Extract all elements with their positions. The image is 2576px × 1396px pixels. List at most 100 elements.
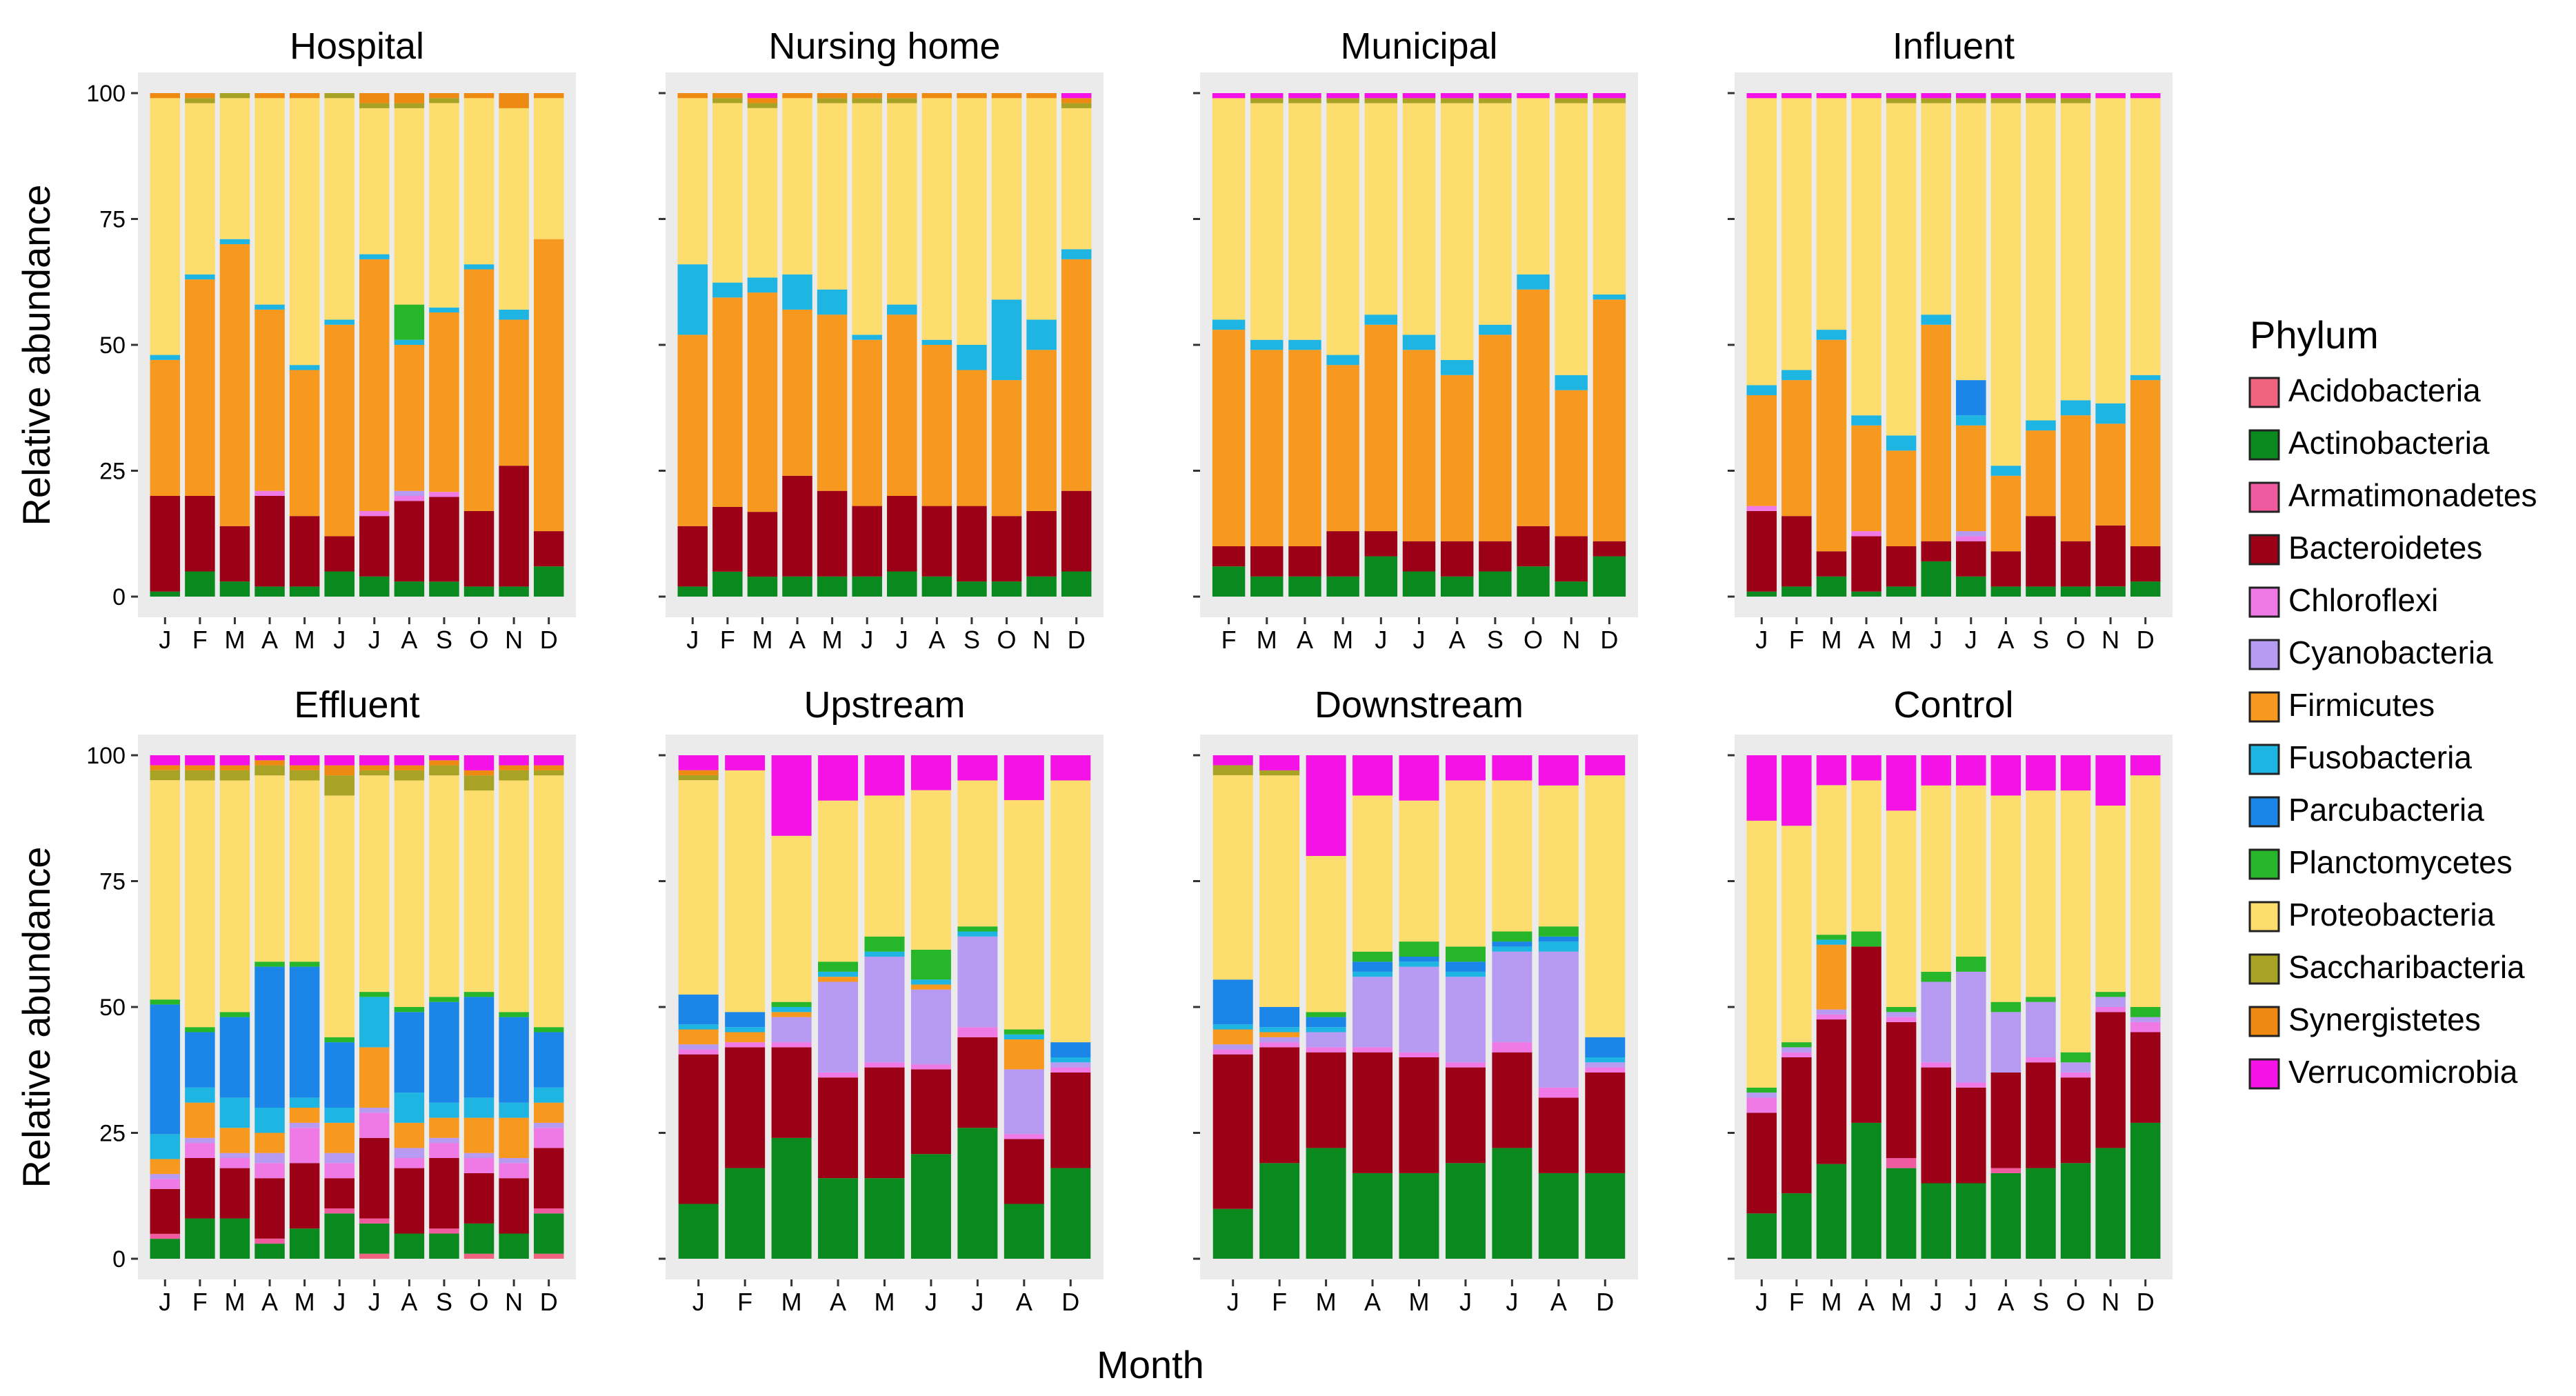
bar-segment-cyanobacteria xyxy=(1004,1069,1044,1135)
bar-segment-bacteroidetes xyxy=(1990,1072,2021,1168)
bar-segment-verrucomicrobia xyxy=(2095,755,2126,806)
bar-segment-saccharibacteria xyxy=(1956,98,1986,103)
bar-segment-actinobacteria xyxy=(2130,581,2161,597)
bar-segment-proteobacteria xyxy=(1050,780,1091,1043)
bar-segment-firmicutes xyxy=(533,1102,564,1123)
bar-segment-actinobacteria xyxy=(254,586,285,597)
bar-segment-actinobacteria xyxy=(921,576,952,597)
y-axis-label-top: Relative abundance xyxy=(14,184,58,526)
bar-segment-synergistetes xyxy=(463,770,495,776)
bar-segment-bacteroidetes xyxy=(887,496,917,572)
bar-segment-verrucomicrobia xyxy=(2060,755,2091,791)
x-tick-label: O xyxy=(2066,1288,2086,1316)
bar-segment-cyanobacteria xyxy=(2060,1062,2091,1073)
x-tick-label: N xyxy=(505,626,523,654)
bar-segment-cyanobacteria xyxy=(533,1122,564,1128)
bar-segment-proteobacteria xyxy=(1816,785,1847,935)
bar-segment-planctomycetes xyxy=(1399,941,1439,957)
bar-segment-bacteroidetes xyxy=(1326,531,1359,577)
bar-segment-fusobacteria xyxy=(1212,1024,1253,1030)
panel-title: Upstream xyxy=(803,684,965,726)
bar-segment-verrucomicrobia xyxy=(1259,755,1300,770)
y-tick-label: 0 xyxy=(112,584,126,610)
bar-segment-firmicutes xyxy=(394,1122,425,1148)
bar-segment-fusobacteria xyxy=(1306,1027,1346,1033)
bar-segment-synergistetes xyxy=(254,93,285,99)
bar-segment-proteobacteria xyxy=(2026,103,2056,421)
bar-segment-planctomycetes xyxy=(463,992,495,997)
bar-segment-synergistetes xyxy=(678,770,719,775)
bar-segment-proteobacteria xyxy=(1851,780,1881,932)
bar-segment-proteobacteria xyxy=(1921,103,1951,315)
bar-segment-cyanobacteria xyxy=(2095,997,2126,1007)
bar-segment-firmicutes xyxy=(185,279,215,496)
bar-segment-actinobacteria xyxy=(910,1154,951,1259)
bar-segment-proteobacteria xyxy=(185,103,215,275)
bar-segment-bacteroidetes xyxy=(429,1158,459,1229)
bar-segment-actinobacteria xyxy=(818,1178,859,1259)
bar-segment-parcubacteria xyxy=(1585,1037,1626,1057)
bar-segment-actinobacteria xyxy=(219,581,250,597)
bar-segment-synergistetes xyxy=(359,93,390,103)
panel-title: Nursing home xyxy=(768,26,1000,67)
bar-segment-acidobacteria xyxy=(533,1253,564,1259)
bar-segment-bacteroidetes xyxy=(1921,541,1951,561)
bar-segment-fusobacteria xyxy=(782,274,812,310)
bar-segment-fusobacteria xyxy=(1250,339,1284,350)
bar-segment-saccharibacteria xyxy=(533,770,564,776)
bar-segment-actinobacteria xyxy=(2095,586,2126,597)
bar-segment-bacteroidetes xyxy=(499,466,529,587)
x-tick-label: M xyxy=(1821,1288,1841,1316)
bar-segment-firmicutes xyxy=(324,324,355,537)
bar-segment-bacteroidetes xyxy=(1781,1057,1812,1194)
legend-label: Firmicutes xyxy=(2288,687,2435,723)
bar-segment-actinobacteria xyxy=(817,576,848,597)
bar-segment-bacteroidetes xyxy=(463,1173,495,1224)
bar-segment-planctomycetes xyxy=(289,961,320,967)
legend-label: Cyanobacteria xyxy=(2288,635,2493,670)
legend-swatch xyxy=(2248,901,2280,933)
bar-segment-firmicutes xyxy=(359,259,390,511)
legend-item-cyanobacteria: Cyanobacteria xyxy=(2248,635,2493,670)
bar-segment-fusobacteria xyxy=(219,1097,250,1128)
bar-segment-verrucomicrobia xyxy=(1050,755,1091,781)
bar-segment-fusobacteria xyxy=(1352,971,1393,977)
bar-segment-saccharibacteria xyxy=(324,93,355,99)
bar-segment-planctomycetes xyxy=(1306,1012,1346,1017)
bar-segment-actinobacteria xyxy=(771,1137,812,1259)
bar-segment-bacteroidetes xyxy=(324,1178,355,1208)
x-tick-label: F xyxy=(737,1288,752,1316)
bar-segment-proteobacteria xyxy=(1956,785,1986,957)
bar-segment-saccharibacteria xyxy=(678,775,719,781)
bar-segment-planctomycetes xyxy=(324,1037,355,1043)
bar-segment-proteobacteria xyxy=(2095,98,2126,403)
bar-segment-verrucomicrobia xyxy=(1886,755,1917,811)
legend-swatch xyxy=(2248,848,2280,880)
x-tick-label: M xyxy=(1316,1288,1337,1316)
legend-label: Verrucomicrobia xyxy=(2288,1054,2518,1090)
bar-segment-saccharibacteria xyxy=(712,98,743,103)
bar-segment-parcubacteria xyxy=(1492,941,1532,947)
bar-segment-actinobacteria xyxy=(1538,1173,1579,1259)
bar-segment-proteobacteria xyxy=(394,780,425,1007)
bar-segment-cyanobacteria xyxy=(1816,1009,1847,1015)
bar-segment-actinobacteria xyxy=(1816,576,1847,597)
bar-segment-verrucomicrobia xyxy=(1921,93,1951,99)
bar-segment-chloroflexi xyxy=(429,492,459,497)
bar-segment-proteobacteria xyxy=(2060,790,2091,1053)
bar-segment-verrucomicrobia xyxy=(2026,93,2056,99)
legend: Phylum Acidobacteria Actinobacteria Armati… xyxy=(2248,313,2537,1090)
bar-segment-bacteroidetes xyxy=(1538,1097,1579,1173)
bar-segment-proteobacteria xyxy=(1250,103,1284,340)
x-tick-label: D xyxy=(2137,1288,2155,1316)
x-tick-label: J xyxy=(1413,626,1426,654)
bar-segment-bacteroidetes xyxy=(1306,1052,1346,1148)
bar-segment-saccharibacteria xyxy=(1326,98,1359,103)
bar-segment-cyanobacteria xyxy=(499,1158,529,1164)
bar-segment-verrucomicrobia xyxy=(2060,93,2091,99)
bar-segment-cyanobacteria xyxy=(2130,1017,2161,1022)
bar-segment-bacteroidetes xyxy=(991,516,1022,582)
bar-segment-fusobacteria xyxy=(1886,435,1917,451)
bar-segment-firmicutes xyxy=(219,1128,250,1153)
